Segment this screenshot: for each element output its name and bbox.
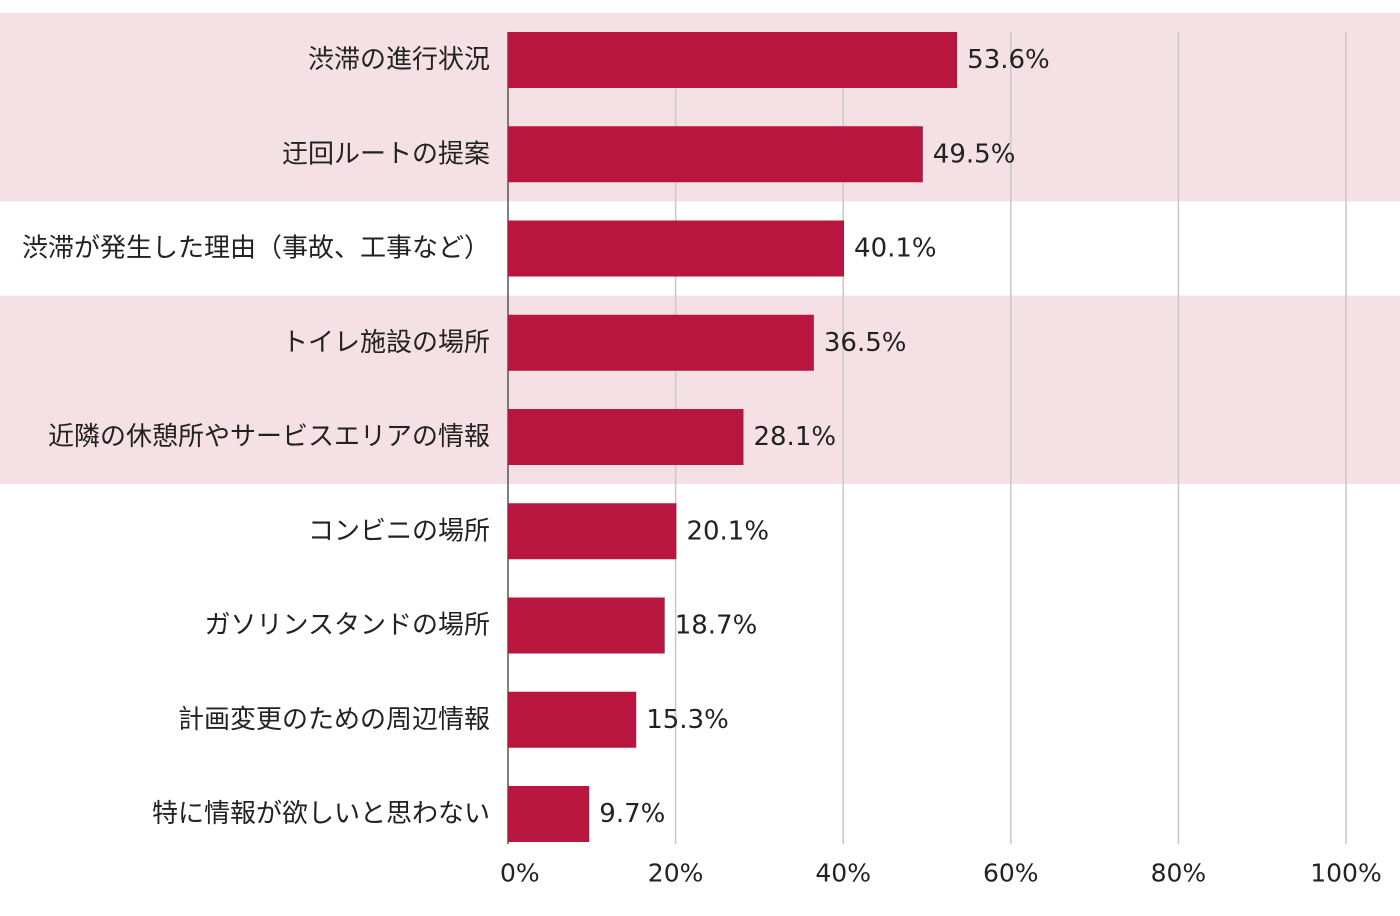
value-label-8: 15.3% [646, 705, 729, 735]
value-labels: 53.6% 49.5% 40.1% 36.5% 28.1% 20.1% 18.7% 15.3%… [599, 45, 1049, 829]
category-label-4: トイレ施設の場所 [282, 328, 490, 358]
value-label-1: 53.6% [967, 45, 1050, 75]
category-label-1: 渋滞の進行状況 [308, 45, 490, 75]
bar-1 [508, 32, 958, 88]
category-label-3: 渋滞が発生した理由（事故、工事など） [22, 234, 490, 264]
category-label-2: 迂回ルートの提案 [282, 139, 490, 169]
value-label-3: 40.1% [854, 234, 937, 264]
bar-2 [508, 126, 923, 183]
x-tick-label-0: 0% [500, 859, 540, 888]
bar-7 [508, 597, 665, 654]
bar-3 [508, 220, 845, 277]
value-label-5: 28.1% [753, 422, 836, 452]
value-label-4: 36.5% [824, 328, 907, 358]
value-label-9: 9.7% [599, 799, 665, 829]
x-tick-label-100: 100% [1310, 859, 1381, 888]
category-label-7: ガソリンスタンドの場所 [205, 611, 490, 641]
category-label-9: 特に情報が欲しいと思わない [152, 799, 490, 829]
x-tick-labels: 0% 20% 40% 60% 80% 100% [500, 859, 1382, 888]
x-tick-label-40: 40% [815, 859, 871, 888]
bar-4 [508, 314, 814, 371]
bar-6 [508, 503, 677, 560]
x-tick-label-20: 20% [648, 859, 704, 888]
category-label-8: 計画変更のための周辺情報 [178, 705, 490, 735]
category-label-5: 近隣の休憩所やサービスエリアの情報 [48, 422, 490, 452]
x-tick-label-60: 60% [983, 859, 1039, 888]
bar-5 [508, 409, 744, 465]
x-tick-label-80: 80% [1151, 859, 1207, 888]
value-label-7: 18.7% [675, 611, 758, 641]
value-label-6: 20.1% [686, 516, 769, 546]
category-label-6: コンビニの場所 [308, 516, 490, 546]
bar-9 [508, 786, 590, 842]
value-label-2: 49.5% [933, 139, 1016, 169]
bars [508, 32, 958, 842]
bar-8 [508, 691, 637, 748]
